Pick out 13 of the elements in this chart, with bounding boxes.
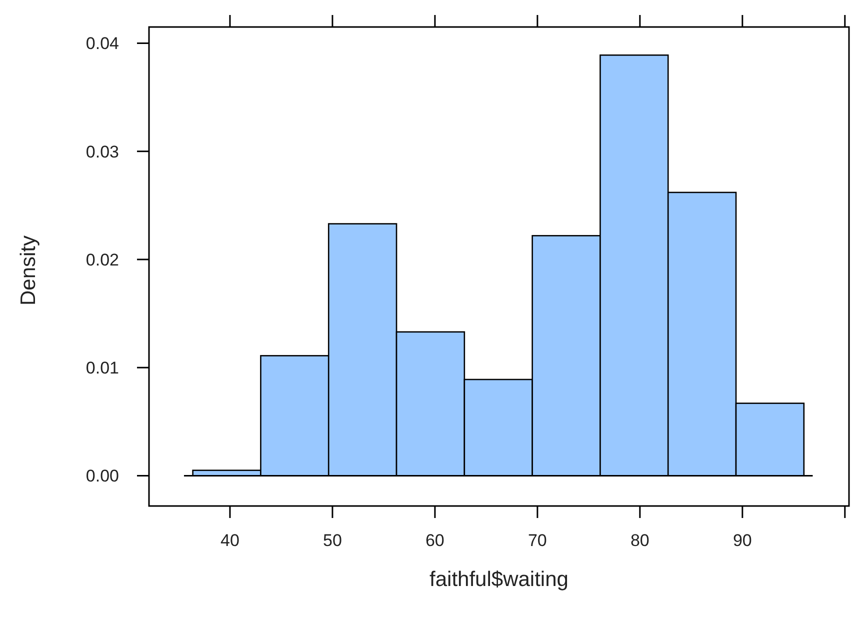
y-tick-label: 0.04: [86, 34, 119, 54]
x-tick-label: 60: [425, 531, 444, 550]
y-tick-label: 0.02: [86, 250, 119, 270]
x-tick-label: 90: [732, 531, 752, 550]
x-tick-label: 70: [528, 531, 547, 550]
x-tick-label: 50: [322, 531, 342, 550]
y-tick-label: 0.03: [86, 142, 119, 162]
x-tick-label: 80: [630, 531, 650, 550]
x-axis-title: faithful$waiting: [430, 568, 568, 591]
y-tick-label: 0.01: [86, 358, 119, 378]
y-axis-title: Density: [17, 234, 40, 306]
y-tick-label: 0.00: [86, 466, 119, 486]
x-tick-label: 40: [220, 531, 240, 550]
